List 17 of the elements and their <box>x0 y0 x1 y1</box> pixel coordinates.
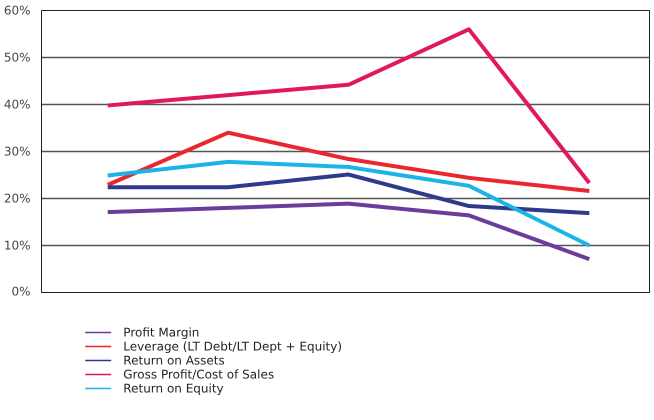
line-series <box>106 27 592 185</box>
legend-label: Leverage (LT Debt/LT Dept + Equity) <box>123 340 342 354</box>
line-series <box>106 202 592 262</box>
line-series <box>106 130 592 193</box>
line-series <box>106 172 592 216</box>
y-tick-label: 60% <box>4 4 30 18</box>
legend-label: Return on Assets <box>123 354 225 368</box>
y-tick-label: 40% <box>4 98 30 112</box>
legend-label: Profit Margin <box>123 326 200 340</box>
line-series <box>106 160 592 248</box>
legend-label: Return on Equity <box>123 382 224 396</box>
y-tick-label: 20% <box>4 192 30 206</box>
y-tick-label: 0% <box>11 284 31 298</box>
y-tick-label: 50% <box>4 50 30 64</box>
y-tick-label: 10% <box>4 238 30 252</box>
legend-label: Gross Profit/Cost of Sales <box>123 368 274 382</box>
y-tick-label: 30% <box>4 144 30 158</box>
